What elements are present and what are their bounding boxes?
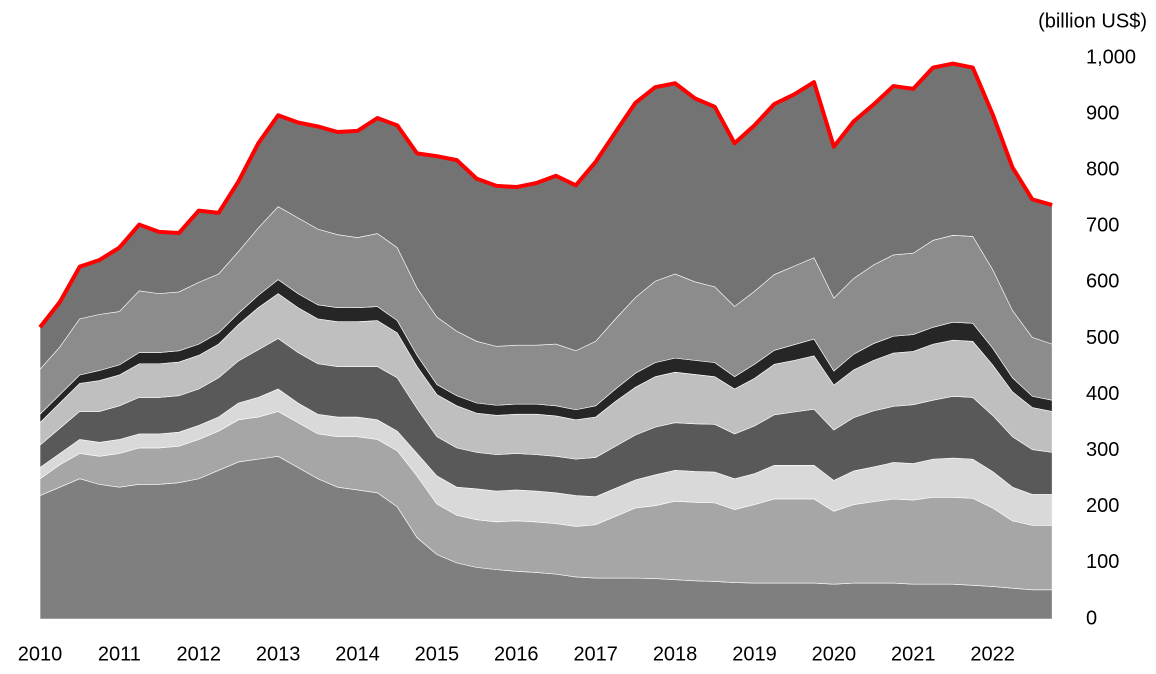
y-tick-label: 800 (1086, 158, 1119, 180)
x-tick-label: 2018 (653, 643, 698, 665)
x-tick-label: 2016 (494, 643, 539, 665)
x-tick-label: 2014 (335, 643, 380, 665)
y-axis-label: (billion US$) (1038, 10, 1147, 32)
x-tick-label: 2015 (415, 643, 460, 665)
x-tick-label: 2017 (573, 643, 618, 665)
x-tick-label: 2012 (177, 643, 222, 665)
y-tick-label: 700 (1086, 215, 1119, 237)
y-tick-label: 500 (1086, 327, 1119, 349)
x-tick-label: 2022 (970, 643, 1015, 665)
y-tick-label: 100 (1086, 551, 1119, 573)
y-tick-label: 600 (1086, 271, 1119, 293)
y-tick-label: 300 (1086, 439, 1119, 461)
y-tick-label: 400 (1086, 383, 1119, 405)
x-tick-label: 2019 (732, 643, 777, 665)
x-tick-label: 2021 (891, 643, 936, 665)
x-tick-label: 2013 (256, 643, 301, 665)
y-tick-label: 1,000 (1086, 46, 1136, 68)
x-tick-label: 2011 (98, 643, 141, 665)
y-tick-label: 0 (1086, 607, 1097, 629)
x-tick-label: 2010 (18, 643, 63, 665)
y-tick-label: 200 (1086, 495, 1119, 517)
y-tick-label: 900 (1086, 102, 1119, 124)
total-outline (38, 61, 1053, 329)
x-tick-label: 2020 (812, 643, 857, 665)
